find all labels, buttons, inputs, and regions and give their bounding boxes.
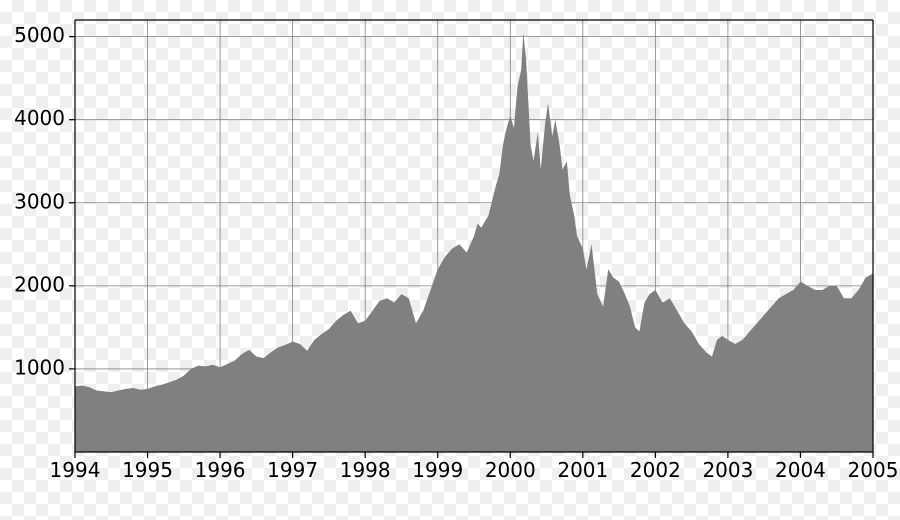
y-tick-label: 3000 xyxy=(14,189,65,213)
y-tick-label: 1000 xyxy=(14,355,65,379)
x-tick-label: 2000 xyxy=(485,458,536,482)
x-tick-labels: 1994 1995 1996 1997 1998 1999 2000 2001 2002 2003… xyxy=(50,452,899,482)
x-tick-label: 1994 xyxy=(50,458,101,482)
x-tick-label: 2001 xyxy=(557,458,608,482)
x-tick-label: 1998 xyxy=(340,458,391,482)
x-tick-label: 1996 xyxy=(195,458,246,482)
x-tick-label: 1997 xyxy=(267,458,318,482)
x-tick-label: 2003 xyxy=(702,458,753,482)
area-chart: 10002000300040005000 1994199519961997199… xyxy=(0,0,900,520)
y-tick-label: 5000 xyxy=(14,23,65,47)
x-tick-label: 2004 xyxy=(775,458,826,482)
chart-stage: 10002000300040005000 1994199519961997199… xyxy=(0,0,900,520)
x-tick-label: 1995 xyxy=(122,458,173,482)
area-fill xyxy=(75,32,873,452)
y-tick-label: 4000 xyxy=(14,106,65,130)
x-tick-label: 1999 xyxy=(412,458,463,482)
y-tick-labels: 1000 2000 3000 4000 5000 xyxy=(14,23,75,379)
x-tick-label: 2002 xyxy=(630,458,681,482)
data-series xyxy=(75,32,873,452)
x-tick-label: 2005 xyxy=(848,458,899,482)
y-tick-label: 2000 xyxy=(14,272,65,296)
